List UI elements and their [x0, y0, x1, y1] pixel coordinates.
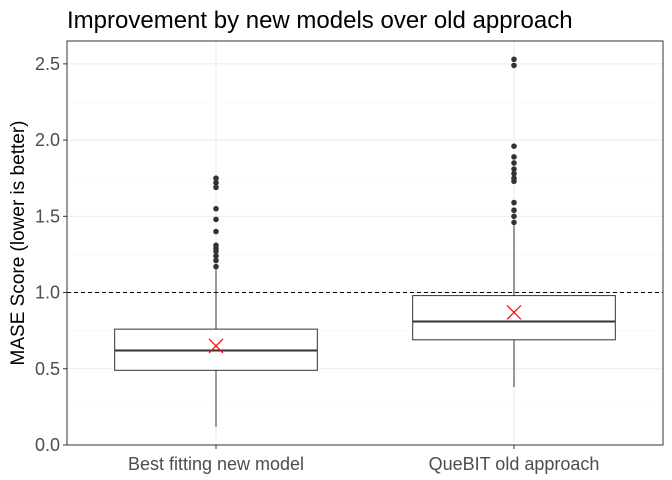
outlier-point [511, 219, 517, 226]
x-tick-label: QueBIT old approach [429, 454, 600, 474]
y-tick-label: 2.0 [35, 130, 60, 150]
outlier-point [511, 207, 517, 214]
outlier-point [511, 62, 517, 69]
outlier-point [511, 143, 517, 149]
outlier-point [511, 213, 517, 220]
box-iqr [412, 295, 616, 341]
mean-marker [506, 304, 522, 320]
y-tick-label: 0.0 [35, 435, 60, 455]
outlier-point [511, 166, 517, 172]
y-tick-label: 0.5 [35, 359, 60, 379]
outlier-point [511, 199, 517, 206]
gridlines [67, 41, 663, 446]
y-tick-label: 1.0 [35, 283, 60, 303]
chart-title: Improvement by new models over old appro… [67, 7, 573, 34]
y-axis: 0.0 0.5 1.0 1.5 2.0 2.5 [35, 54, 67, 455]
outlier-point [213, 253, 219, 259]
y-tick-label: 2.5 [35, 54, 60, 74]
x-tick-label: Best fitting new model [128, 454, 304, 474]
outlier-point [213, 242, 219, 249]
outlier-point [213, 175, 219, 182]
box-2 [412, 56, 616, 388]
box-1 [114, 175, 318, 427]
outlier-point [213, 228, 219, 235]
outlier-point [511, 56, 517, 63]
outlier-point [511, 154, 517, 160]
outlier-point [511, 175, 517, 182]
outlier-point [213, 184, 219, 191]
outlier-point [213, 179, 219, 186]
outlier-point [213, 216, 219, 223]
plot-panel-border [66, 40, 664, 446]
outlier-point [213, 263, 219, 270]
outlier-point [213, 257, 219, 264]
outlier-point [511, 170, 517, 177]
y-axis-label: MASE Score (lower is better) [8, 121, 29, 366]
outlier-point [213, 205, 219, 212]
x-axis: Best fitting new model QueBIT old approac… [128, 445, 599, 474]
mean-marker [208, 338, 224, 354]
y-tick-label: 1.5 [35, 206, 60, 226]
outlier-point [511, 160, 517, 166]
box-plots [114, 56, 616, 427]
